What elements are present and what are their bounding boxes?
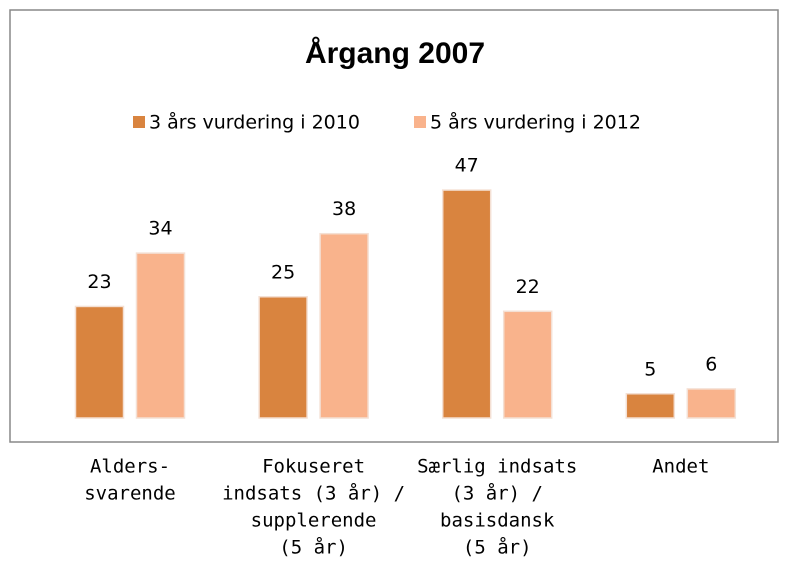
- value-label: 5: [644, 358, 656, 380]
- x-tick-label: svarende: [84, 483, 176, 505]
- value-label: 38: [332, 198, 356, 220]
- x-tick-label: Særlig indsats: [417, 456, 577, 478]
- value-label: 6: [705, 353, 717, 375]
- value-label: 34: [148, 218, 172, 240]
- chart-frame: [9, 9, 779, 443]
- x-tick-label: Andet: [652, 456, 709, 478]
- bar: [319, 232, 369, 419]
- value-label: 47: [455, 155, 479, 177]
- value-label: 25: [271, 261, 295, 283]
- bar: [625, 393, 676, 419]
- bar: [258, 296, 308, 419]
- x-tick-label: Fokuseret: [262, 456, 365, 478]
- x-tick-label: (5 år): [279, 536, 348, 559]
- x-tick-label: (3 år) /: [451, 482, 543, 505]
- x-tick-label: supplerende: [251, 510, 377, 532]
- legend-swatch: [133, 116, 145, 128]
- legend-swatch: [414, 116, 426, 128]
- x-tick-label: indsats (3 år) /: [222, 482, 405, 505]
- legend-label: 3 års vurdering i 2010: [149, 111, 360, 134]
- x-tick-label: Alders-: [90, 456, 170, 478]
- x-tick-label: (5 år): [463, 536, 532, 559]
- bar: [135, 252, 186, 419]
- bar: [502, 310, 553, 419]
- bar: [686, 388, 737, 419]
- bar: [441, 189, 492, 419]
- value-label: 22: [516, 276, 540, 298]
- chart-title: Årgang 2007: [305, 37, 485, 70]
- value-label: 23: [87, 271, 111, 293]
- x-tick-label: basisdansk: [440, 510, 555, 532]
- legend-label: 5 års vurdering i 2012: [430, 111, 641, 134]
- bar: [74, 305, 125, 419]
